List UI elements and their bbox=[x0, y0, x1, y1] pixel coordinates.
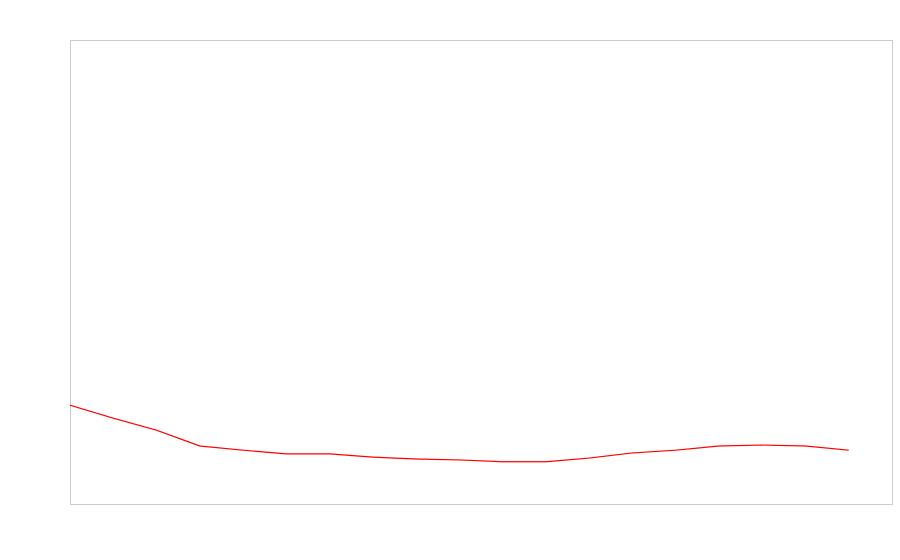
plot-frame bbox=[70, 40, 893, 505]
line-series bbox=[69, 404, 849, 463]
